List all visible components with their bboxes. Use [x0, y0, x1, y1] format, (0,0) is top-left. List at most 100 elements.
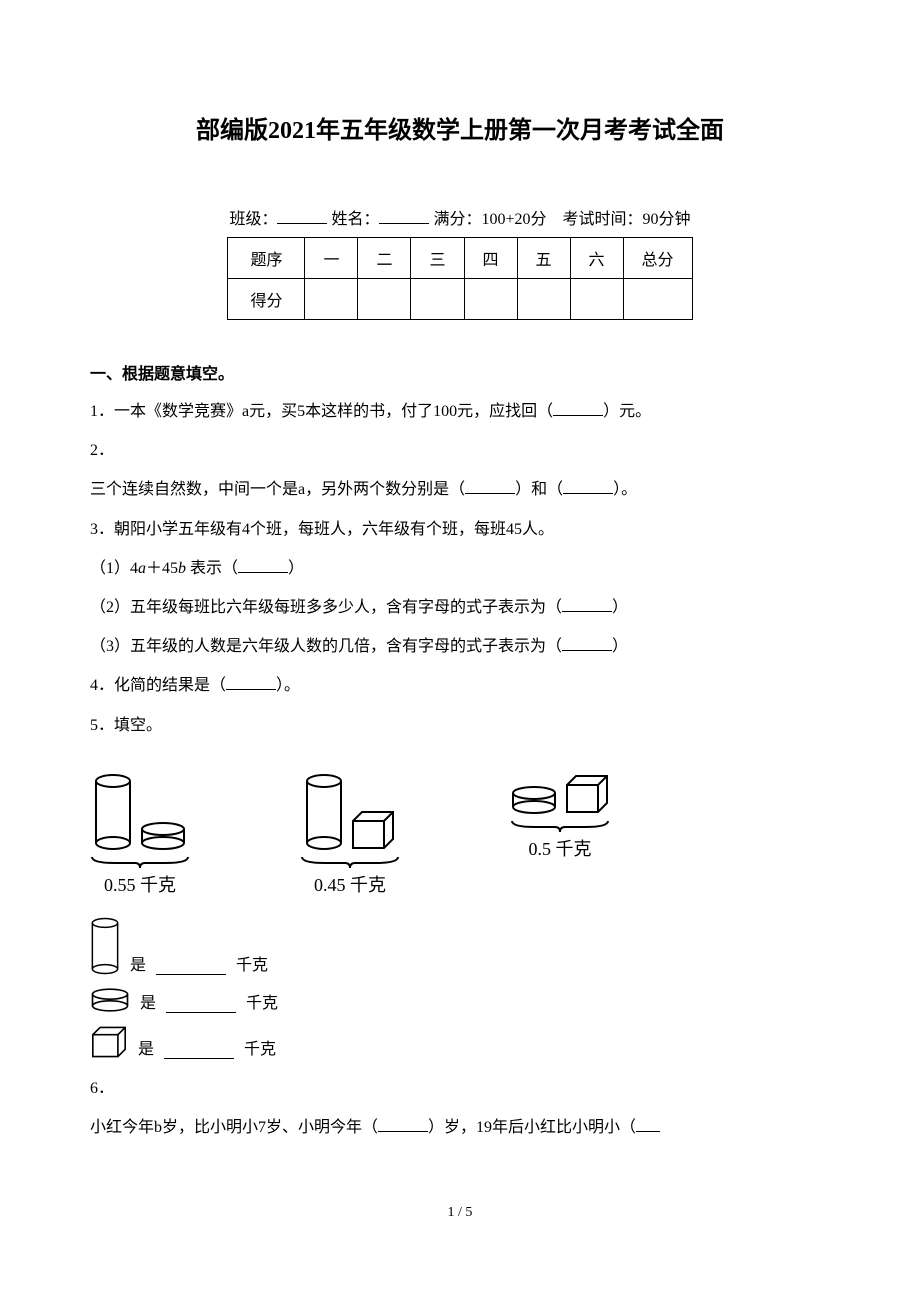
- q3-2-suffix: ）: [612, 599, 628, 616]
- figure-1: 0.55 千克: [90, 773, 190, 897]
- score-cell[interactable]: [517, 279, 570, 320]
- q2-blank-1[interactable]: [465, 478, 515, 494]
- question-3-2: （2）五年级每班比六年级每班多多少人，含有字母的式子表示为（ ）: [90, 590, 830, 625]
- q3-2-blank[interactable]: [562, 596, 612, 612]
- question-3-3: （3）五年级的人数是六年级人数的几倍，含有字母的式子表示为（ ）: [90, 629, 830, 664]
- score-header-cell: 总分: [623, 238, 692, 279]
- q3-1-a: a: [138, 560, 146, 577]
- short-cylinder-icon: [139, 821, 187, 851]
- q5-blank-1[interactable]: [156, 959, 226, 975]
- q3-2-prefix: （2）五年级每班比六年级每班多多少人，含有字母的式子表示为（: [90, 599, 562, 616]
- question-6-line: 小红今年b岁，比小明小7岁、小明今年（ ）岁，19年后小红比小明小（: [90, 1110, 830, 1145]
- score-header-cell: 四: [464, 238, 517, 279]
- score-table-value-row: 得分: [228, 279, 692, 320]
- q5-answer-3: 是 千克: [90, 1025, 830, 1059]
- q3-1-suffix: ）: [288, 560, 304, 577]
- short-cylinder-icon: [90, 987, 130, 1013]
- q5-answer-1: 是 千克: [90, 917, 830, 975]
- question-3-1: （1）4a＋45b 表示（ ）: [90, 551, 830, 586]
- score-table-header-row: 题序 一 二 三 四 五 六 总分: [228, 238, 692, 279]
- page-title: 部编版2021年五年级数学上册第一次月考考试全面: [90, 110, 830, 145]
- q3-1-mid: 表示（: [186, 560, 238, 577]
- q5-blank-3[interactable]: [164, 1043, 234, 1059]
- score-cell[interactable]: [623, 279, 692, 320]
- score-header-cell: 一: [305, 238, 358, 279]
- weight-label-2: 0.45 千克: [314, 871, 386, 897]
- q6-blank-2[interactable]: [636, 1116, 660, 1132]
- score-header-cell: 三: [411, 238, 464, 279]
- q5-figures: 0.55 千克 0.45 千克: [90, 773, 830, 897]
- question-5: 5．填空。: [90, 708, 830, 743]
- tall-cylinder-icon: [93, 773, 133, 851]
- cube-icon: [564, 773, 610, 815]
- section-1-header: 一、根据题意填空。: [90, 360, 830, 384]
- q2-blank-2[interactable]: [563, 478, 613, 494]
- q2-suffix: ）。: [613, 481, 637, 498]
- cube-icon: [350, 809, 396, 851]
- question-3: 3．朝阳小学五年级有4个班，每班人，六年级有个班，每班45人。: [90, 512, 830, 547]
- score-header-cell: 五: [517, 238, 570, 279]
- q4-blank[interactable]: [226, 674, 276, 690]
- full-marks: 满分：100+20分: [433, 211, 546, 228]
- q6-num: 6．: [90, 1080, 114, 1097]
- is-label: 是: [130, 951, 146, 975]
- figure-3: 0.5 千克: [510, 773, 610, 897]
- q3-3-prefix: （3）五年级的人数是六年级人数的几倍，含有字母的式子表示为（: [90, 638, 562, 655]
- page-number: 1 / 5: [90, 1205, 830, 1221]
- q3-1-b: b: [178, 560, 186, 577]
- q3-3-suffix: ）: [612, 638, 628, 655]
- q6-blank-1[interactable]: [378, 1116, 428, 1132]
- q1-text: 1．一本《数学竞赛》a元，买5本这样的书，付了100元，应找回（: [90, 403, 553, 420]
- score-cell[interactable]: [464, 279, 517, 320]
- question-4: 4．化简的结果是（ ）。: [90, 668, 830, 703]
- question-1: 1．一本《数学竞赛》a元，买5本这样的书，付了100元，应找回（ ）元。: [90, 394, 830, 429]
- q6-text-a: 小红今年b岁，比小明小7岁、小明今年（: [90, 1119, 378, 1136]
- brace-icon: [300, 855, 400, 869]
- class-blank[interactable]: [277, 208, 327, 224]
- is-label: 是: [138, 1035, 154, 1059]
- weight-label-3: 0.5 千克: [529, 835, 592, 861]
- exam-info-line: 班级： 姓名： 满分：100+20分 考试时间：90分钟: [90, 205, 830, 229]
- figure-2: 0.45 千克: [300, 773, 400, 897]
- brace-icon: [90, 855, 190, 869]
- score-table: 题序 一 二 三 四 五 六 总分 得分: [227, 237, 692, 320]
- unit-label: 千克: [246, 989, 278, 1013]
- q4-suffix: ）。: [276, 677, 300, 694]
- question-6: 6．: [90, 1071, 830, 1106]
- q2-text: 三个连续自然数，中间一个是a，另外两个数分别是（: [90, 481, 465, 498]
- q6-text-b: ）岁，19年后小红比小明小（: [428, 1119, 636, 1136]
- score-cell[interactable]: [305, 279, 358, 320]
- question-2: 2．: [90, 433, 830, 468]
- weight-label-1: 0.55 千克: [104, 871, 176, 897]
- q5-answer-2: 是 千克: [90, 987, 830, 1013]
- q5-blank-2[interactable]: [166, 997, 236, 1013]
- score-cell[interactable]: [358, 279, 411, 320]
- score-header-cell: 题序: [228, 238, 305, 279]
- brace-icon: [510, 819, 610, 833]
- question-2-line: 三个连续自然数，中间一个是a，另外两个数分别是（ ）和（ ）。: [90, 472, 830, 507]
- q4-prefix: 4．化简的结果是（: [90, 677, 226, 694]
- q1-blank[interactable]: [553, 400, 603, 416]
- name-label: 姓名：: [331, 211, 379, 228]
- tall-cylinder-icon: [90, 917, 120, 975]
- q3-1-plus: ＋45: [146, 560, 178, 577]
- is-label: 是: [140, 989, 156, 1013]
- cube-icon: [90, 1025, 128, 1059]
- q1-suffix: ）元。: [603, 403, 651, 420]
- short-cylinder-icon: [510, 785, 558, 815]
- score-header-cell: 二: [358, 238, 411, 279]
- score-cell[interactable]: [570, 279, 623, 320]
- score-cell[interactable]: [411, 279, 464, 320]
- name-blank[interactable]: [379, 208, 429, 224]
- q3-3-blank[interactable]: [562, 635, 612, 651]
- tall-cylinder-icon: [304, 773, 344, 851]
- unit-label: 千克: [244, 1035, 276, 1059]
- score-row-label: 得分: [228, 279, 305, 320]
- score-header-cell: 六: [570, 238, 623, 279]
- q3-1-prefix: （1）4: [90, 560, 138, 577]
- q2-num: 2．: [90, 442, 114, 459]
- class-label: 班级：: [229, 211, 277, 228]
- q3-1-blank[interactable]: [238, 557, 288, 573]
- q2-mid: ）和（: [515, 481, 563, 498]
- unit-label: 千克: [236, 951, 268, 975]
